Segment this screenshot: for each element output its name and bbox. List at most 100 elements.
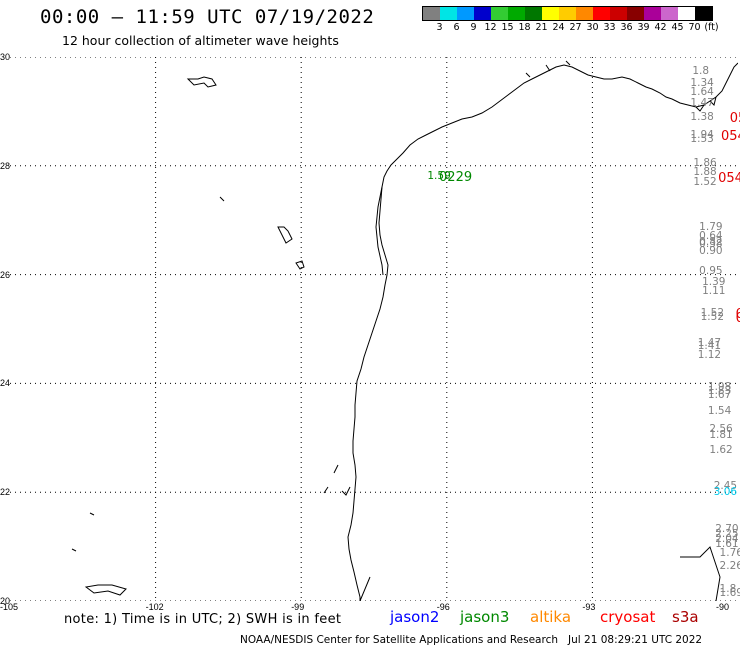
wave-height-value: 1.76 <box>719 546 740 559</box>
wave-height-value: 0.82 <box>699 235 723 248</box>
laguna-madre-barrier <box>375 186 384 276</box>
legend-swatch <box>695 7 712 20</box>
legend-label: 27 <box>569 22 582 33</box>
latitude-tick-label: 26 <box>0 269 11 280</box>
latitude-tick-label: 20 <box>0 596 11 606</box>
longitude-tick-label: -90 <box>716 602 730 612</box>
wave-height-value: 1.59 <box>427 169 451 182</box>
pass-time-tag: 0541 <box>718 170 740 186</box>
wave-height-value: 2.25 <box>715 527 739 540</box>
legend-swatch <box>440 7 457 20</box>
wave-height-value: 1.11 <box>702 285 726 297</box>
longitude-tick-label: -105 <box>0 602 19 612</box>
wave-height-value: 1.39 <box>702 275 726 288</box>
legend-swatch <box>525 7 542 20</box>
latitude-tick-label: 22 <box>0 487 11 498</box>
wave-height-value: 1.54 <box>707 405 732 418</box>
satellite-label: s3a <box>672 608 699 626</box>
legend-swatch <box>491 7 508 20</box>
wave-height-value: 1.62 <box>709 444 733 457</box>
color-legend-labels: 3 6 9 12 15 18 21 24 27 30 33 36 39 42 45 70 (ft) <box>422 22 740 34</box>
wave-height-value: 0.64 <box>699 230 723 243</box>
legend-swatch <box>593 7 610 20</box>
legend-label: 30 <box>586 22 599 33</box>
wave-height-value: 1.67 <box>707 389 732 402</box>
wave-height-value: 1.94 <box>690 129 714 142</box>
legend-label: 3 <box>436 22 443 33</box>
legend-swatch <box>474 7 491 20</box>
wave-height-value: 1.98 <box>707 380 732 393</box>
pass-time-tag: 0541 <box>735 306 740 322</box>
legend-label: 33 <box>603 22 616 33</box>
wave-height-value: 1.34 <box>690 76 714 89</box>
wave-height-value: 1.52 <box>700 306 725 319</box>
wave-height-value: 0.95 <box>699 265 723 278</box>
wave-height-value: 3.06 <box>713 486 738 499</box>
wave-height-value: 0.90 <box>699 245 723 258</box>
wave-height-value: 2.70 <box>715 522 739 535</box>
wave-height-value: 1.47 <box>697 336 722 349</box>
coastline <box>71 60 738 601</box>
gulf-coast-main <box>347 62 738 601</box>
wave-height-value: 1.8 <box>692 64 710 77</box>
legend-swatch <box>508 7 525 20</box>
legend-label: 36 <box>620 22 633 33</box>
legend-swatch <box>610 7 627 20</box>
wave-height-value: 1.83 <box>707 385 732 398</box>
satellite-label: jason2 <box>390 608 440 626</box>
inland-lake-2 <box>277 226 293 244</box>
satellite-label: jason3 <box>460 608 510 626</box>
legend-label: 45 <box>671 22 684 33</box>
wave-height-value: 2.56 <box>709 422 733 435</box>
legend-swatch <box>457 7 474 20</box>
credit-timestamp: Jul 21 08:29:21 UTC 2022 <box>568 634 703 646</box>
wave-height-value: 1.79 <box>699 220 723 233</box>
color-legend-bar <box>422 6 713 21</box>
legend-swatch <box>661 7 678 20</box>
wave-height-value: 2.04 <box>715 532 739 545</box>
legend-swatch <box>576 7 593 20</box>
wave-height-value: 1.52 <box>693 175 717 188</box>
louisiana-delta <box>525 60 717 112</box>
legend-swatch <box>542 7 559 20</box>
wave-height-value: 1.69 <box>719 587 740 600</box>
legend-swatch <box>678 7 695 20</box>
wave-height-value: 1.88 <box>693 165 717 178</box>
tamaulipas-lagoon <box>323 464 351 496</box>
wave-height-value: 1.86 <box>693 156 717 169</box>
wave-height-value: 1.52 <box>700 311 725 324</box>
footer-credit: NOAA/NESDIS Center for Satellite Applica… <box>240 634 702 646</box>
legend-label: 12 <box>484 22 497 33</box>
satellite-label: altika <box>530 608 572 626</box>
legend-swatch <box>644 7 661 20</box>
pass-time-tag: 0541 <box>735 311 740 327</box>
longitude-tick-label: -99 <box>291 602 305 612</box>
legend-label: 42 <box>654 22 667 33</box>
yucatan-coast <box>359 546 721 601</box>
longitude-tick-label: -102 <box>145 602 164 612</box>
legend-label: 15 <box>501 22 514 33</box>
latitude-tick-label: 28 <box>0 160 11 171</box>
legend-label: 18 <box>518 22 531 33</box>
wave-height-value: 1.81 <box>709 429 733 442</box>
legend-label: 9 <box>470 22 477 33</box>
map-area: 30 28 26 24 22 20 -105 -102 -99 -96 -93 -90 1.8 1.3… <box>0 52 740 612</box>
map-title: 00:00 — 11:59 UTC 07/19/2022 <box>40 6 375 28</box>
wave-height-value: 1.53 <box>690 132 714 145</box>
credit-agency: NOAA/NESDIS Center for Satellite Applica… <box>240 634 558 646</box>
pass-time-tag: 0229 <box>439 169 473 185</box>
pass-time-tag: 0542 <box>721 129 740 145</box>
wave-height-value: 1.8 <box>719 582 737 595</box>
legend-label: 70 <box>688 22 701 33</box>
legend-swatch <box>559 7 576 20</box>
map-subtitle: 12 hour collection of altimeter wave hei… <box>62 33 339 48</box>
wave-height-value: 2.45 <box>713 479 738 492</box>
wave-height-value: 1.41 <box>697 339 722 352</box>
wave-height-value: 0.38 <box>699 238 723 251</box>
legend-swatch <box>423 7 440 20</box>
legend-label: (ft) <box>704 22 719 33</box>
wave-height-value: 1.64 <box>690 86 714 99</box>
wave-height-value: 1.47 <box>690 96 714 109</box>
legend-label: 21 <box>535 22 548 33</box>
longitude-tick-label: -96 <box>436 602 450 612</box>
